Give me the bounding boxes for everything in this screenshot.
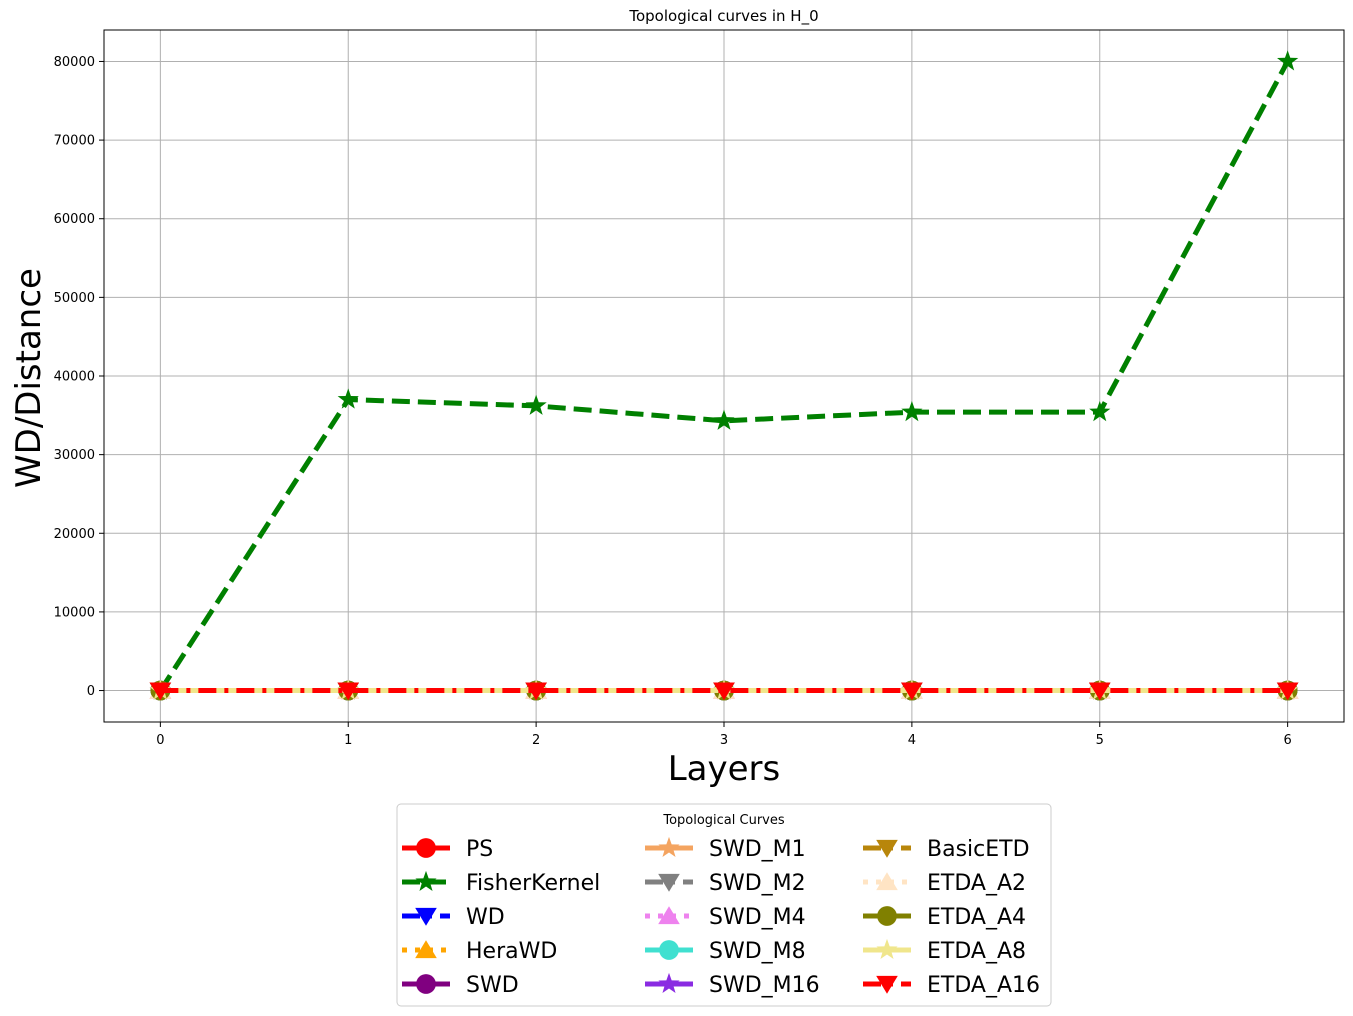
y-tick-label: 70000 bbox=[54, 134, 95, 149]
legend-label: SWD_M1 bbox=[709, 837, 806, 862]
legend-label: ETDA_A16 bbox=[927, 973, 1040, 998]
x-tick-label: 1 bbox=[344, 733, 352, 748]
data-point-fisherkernel bbox=[337, 388, 359, 409]
data-point-etda-a16 bbox=[713, 682, 735, 701]
legend-marker-etda-a4 bbox=[877, 906, 897, 926]
legend-item-ps: PS bbox=[402, 837, 493, 862]
legend-label: BasicETD bbox=[927, 837, 1030, 862]
legend-item-etda-a8: ETDA_A8 bbox=[863, 938, 1026, 964]
legend-marker-swd-m8 bbox=[659, 940, 679, 960]
legend-item-basicetd: BasicETD bbox=[863, 837, 1030, 862]
legend-label: FisherKernel bbox=[466, 871, 600, 896]
legend-item-wd: WD bbox=[402, 905, 505, 930]
legend-marker-herawd bbox=[415, 940, 437, 959]
y-tick-label: 60000 bbox=[54, 212, 95, 227]
legend-marker-swd-m16 bbox=[658, 972, 680, 994]
legend-item-fisherkernel: FisherKernel bbox=[402, 870, 600, 896]
x-tick-label: 2 bbox=[532, 733, 540, 748]
data-point-etda-a16 bbox=[1088, 682, 1111, 701]
legend-label: ETDA_A8 bbox=[927, 939, 1026, 964]
legend-marker-etda-a2 bbox=[876, 872, 898, 891]
legend-label: PS bbox=[466, 837, 493, 862]
x-tick-label: 0 bbox=[156, 733, 164, 748]
data-point-etda-a16 bbox=[1276, 682, 1299, 701]
legend-item-swd-m2: SWD_M2 bbox=[645, 871, 806, 896]
data-point-etda-a16 bbox=[337, 682, 360, 701]
legend-marker-swd-m4 bbox=[658, 906, 680, 925]
legend-label: SWD_M8 bbox=[709, 939, 806, 964]
legend-marker-etda-a16 bbox=[876, 975, 898, 994]
legend-label: HeraWD bbox=[466, 939, 557, 964]
y-tick-label: 40000 bbox=[54, 370, 95, 385]
legend-label: ETDA_A2 bbox=[927, 871, 1026, 896]
y-tick-label: 50000 bbox=[54, 291, 95, 306]
legend-marker-fisherkernel bbox=[415, 870, 437, 892]
legend-item-etda-a4: ETDA_A4 bbox=[863, 905, 1026, 930]
chart-title: Topological curves in H_0 bbox=[628, 7, 818, 26]
data-point-fisherkernel bbox=[525, 394, 547, 415]
data-point-etda-a16 bbox=[149, 682, 172, 701]
plot-series bbox=[149, 50, 1299, 701]
legend-item-etda-a16: ETDA_A16 bbox=[863, 973, 1040, 998]
y-tick-label: 80000 bbox=[54, 55, 95, 70]
legend-marker-etda-a8 bbox=[876, 938, 898, 960]
data-point-fisherkernel bbox=[1277, 50, 1299, 71]
legend-label: SWD_M4 bbox=[709, 905, 806, 930]
legend-label: SWD bbox=[466, 973, 519, 998]
legend-title: Topological Curves bbox=[662, 813, 785, 828]
legend: Topological Curves PS FisherKernel WD HeraW… bbox=[396, 803, 1052, 1007]
legend-marker-basicetd bbox=[876, 839, 898, 858]
legend-label: SWD_M2 bbox=[709, 871, 806, 896]
data-point-fisherkernel bbox=[1089, 401, 1111, 422]
data-point-fisherkernel bbox=[901, 401, 923, 422]
legend-marker-swd-m2 bbox=[658, 873, 680, 892]
legend-item-swd: SWD bbox=[402, 973, 519, 998]
legend-item-swd-m8: SWD_M8 bbox=[645, 939, 806, 964]
data-point-etda-a16 bbox=[901, 682, 923, 701]
legend-item-etda-a2: ETDA_A2 bbox=[863, 871, 1026, 896]
x-tick-label: 6 bbox=[1283, 733, 1291, 748]
y-axis-label: WD/Distance bbox=[9, 268, 49, 488]
legend-label: ETDA_A4 bbox=[927, 905, 1026, 930]
legend-item-swd-m16: SWD_M16 bbox=[645, 972, 820, 998]
y-tick-label: 30000 bbox=[54, 448, 95, 463]
data-point-fisherkernel bbox=[713, 409, 735, 430]
x-axis-label: Layers bbox=[668, 749, 781, 789]
legend-item-swd-m4: SWD_M4 bbox=[645, 905, 806, 930]
legend-item-herawd: HeraWD bbox=[402, 939, 557, 964]
data-point-etda-a16 bbox=[525, 682, 547, 701]
x-tick-label: 5 bbox=[1096, 733, 1104, 748]
x-tick-label: 4 bbox=[908, 733, 916, 748]
y-tick-label: 20000 bbox=[54, 527, 95, 542]
legend-marker-swd bbox=[416, 974, 436, 994]
y-tick-label: 10000 bbox=[54, 605, 95, 620]
legend-marker-ps bbox=[416, 838, 436, 858]
y-tick-label: 0 bbox=[87, 684, 95, 699]
legend-marker-wd bbox=[415, 907, 437, 926]
legend-item-swd-m1: SWD_M1 bbox=[645, 836, 806, 862]
legend-label: WD bbox=[466, 905, 505, 930]
legend-label: SWD_M16 bbox=[709, 973, 820, 998]
axis-ticks: 0 1 2 3 4 5 6 0 10000 20000 30000 40000 50000 60000 70… bbox=[54, 55, 1292, 748]
x-tick-label: 3 bbox=[720, 733, 728, 748]
legend-marker-swd-m1 bbox=[658, 836, 680, 858]
series-etda-a16 bbox=[149, 682, 1299, 701]
